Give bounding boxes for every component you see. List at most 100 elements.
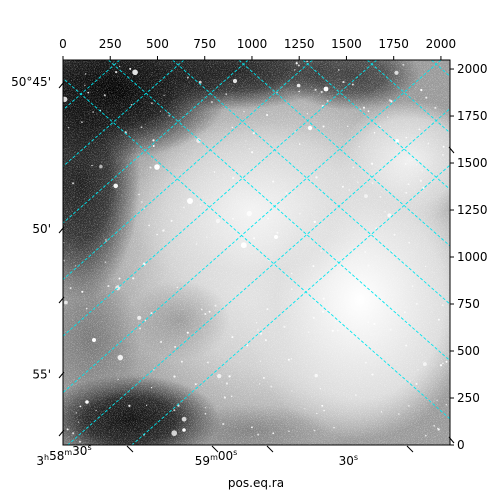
star — [144, 319, 147, 322]
star — [252, 132, 255, 135]
ra-tick — [406, 445, 414, 453]
ra-grid-line — [366, 60, 450, 134]
star — [208, 310, 211, 313]
star — [95, 409, 97, 412]
star — [91, 164, 93, 167]
star — [267, 217, 269, 220]
star — [442, 145, 445, 148]
star — [306, 113, 308, 115]
star — [371, 182, 374, 184]
star — [326, 99, 329, 102]
star — [81, 290, 84, 293]
plot-frame — [62, 59, 451, 446]
star — [206, 361, 209, 364]
star — [173, 375, 176, 378]
star — [283, 325, 286, 328]
pixel-x-axis: 0 250 500 750 1000 1250 1500 1750 2000 — [59, 37, 456, 60]
pixel-y-tick-label: 1500 — [457, 156, 488, 170]
star — [320, 90, 323, 94]
star — [85, 307, 88, 310]
star — [298, 143, 301, 145]
star — [140, 126, 143, 129]
star — [145, 404, 148, 406]
star — [395, 310, 398, 312]
ra-grid-line — [108, 60, 450, 362]
star — [404, 311, 406, 313]
star — [186, 331, 189, 334]
star — [291, 288, 293, 290]
coordinate-grid — [63, 60, 450, 445]
pixel-y-tick-label: 1750 — [457, 109, 488, 123]
star — [411, 285, 414, 287]
star — [445, 360, 448, 363]
bright-star — [154, 164, 160, 170]
star — [66, 428, 69, 431]
pixel-y-tick-label: 0 — [457, 438, 465, 452]
star — [306, 60, 308, 63]
star — [118, 65, 121, 67]
star — [137, 315, 142, 320]
star — [364, 251, 367, 253]
star — [117, 354, 124, 361]
dec-tick — [58, 429, 65, 437]
star — [312, 265, 315, 268]
star — [442, 362, 444, 365]
star — [314, 88, 317, 91]
star — [248, 148, 250, 150]
star — [176, 286, 178, 289]
ra-tick — [266, 445, 274, 453]
bright-star — [92, 338, 96, 342]
star — [445, 404, 447, 406]
bright-star — [85, 400, 89, 404]
bright-star — [182, 428, 186, 432]
star — [315, 176, 318, 179]
star — [297, 64, 300, 67]
star — [149, 166, 152, 169]
bright-star — [274, 235, 278, 239]
star — [387, 213, 392, 218]
star — [105, 239, 107, 241]
star — [255, 322, 258, 324]
star — [335, 320, 337, 323]
star — [139, 327, 142, 330]
star — [347, 125, 349, 127]
star — [84, 84, 86, 87]
star — [304, 408, 306, 410]
star — [132, 69, 138, 76]
pixel-y-tick-label: 500 — [457, 344, 480, 358]
star — [314, 373, 318, 378]
star — [333, 426, 335, 429]
star — [416, 164, 418, 166]
star — [170, 219, 173, 222]
star — [337, 69, 340, 71]
star — [402, 63, 405, 66]
star — [379, 125, 381, 128]
star — [387, 116, 389, 118]
dec-tick-label: 50' — [32, 222, 51, 236]
star — [285, 192, 288, 194]
star — [418, 128, 421, 131]
star — [223, 396, 226, 399]
star — [115, 70, 118, 74]
star — [348, 189, 350, 191]
star — [380, 411, 383, 413]
star — [288, 430, 290, 433]
star — [186, 76, 189, 79]
star — [92, 111, 94, 113]
star — [265, 113, 269, 117]
star — [152, 145, 155, 147]
star — [312, 316, 315, 319]
star — [245, 140, 247, 142]
star — [337, 329, 339, 332]
star — [313, 220, 316, 224]
star — [291, 390, 293, 392]
star — [407, 183, 410, 186]
star — [363, 106, 365, 109]
bright-star — [307, 125, 313, 131]
ra-tick — [126, 445, 134, 453]
pixel-x-tick-label: 2000 — [426, 37, 457, 51]
star — [107, 285, 110, 288]
star — [391, 250, 394, 253]
dec-tick — [58, 296, 65, 304]
